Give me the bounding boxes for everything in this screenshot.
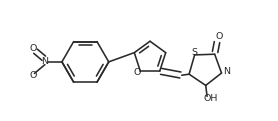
Text: N: N (223, 67, 230, 76)
Text: N: N (41, 57, 48, 66)
Text: O: O (134, 68, 141, 77)
Text: OH: OH (203, 94, 218, 103)
Text: O: O (29, 44, 37, 53)
Text: O: O (215, 32, 223, 41)
Text: S: S (192, 48, 198, 57)
Text: O: O (29, 71, 37, 80)
